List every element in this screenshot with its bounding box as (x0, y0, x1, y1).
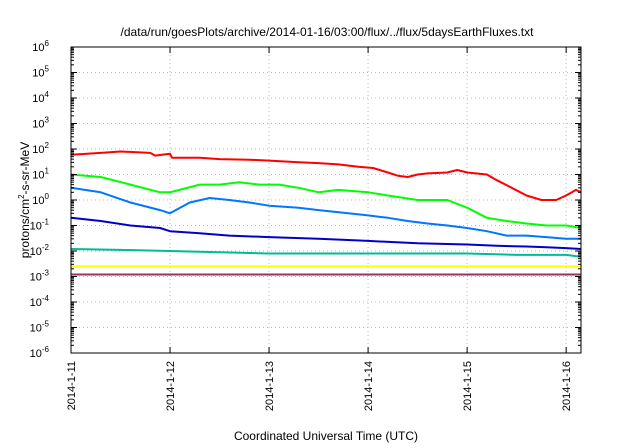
series-line-3 (70, 186, 581, 240)
y-tick-label: 10-2 (30, 243, 50, 258)
y-tick-label: 10-4 (30, 294, 50, 309)
grid (71, 47, 581, 353)
x-tick-label: 2014-1-15 (462, 361, 474, 411)
y-axis: 106 105 104 103 102 101 100 10-1 10-2 10-3 10-4 10-… (30, 39, 581, 360)
y-tick-label: 106 (32, 39, 49, 54)
y-tick-label: 105 (32, 65, 49, 80)
series-group (70, 150, 582, 276)
y-tick-label: 102 (32, 141, 49, 156)
x-tick-label: 2014-1-16 (561, 361, 573, 411)
x-tick-label: 2014-1-11 (66, 361, 78, 410)
y-tick-label: 103 (32, 116, 49, 131)
x-axis: 2014-1-11 2014-1-12 2014-1-13 2014-1-14 2014… (66, 47, 573, 411)
x-tick-label: 2014-1-14 (363, 361, 375, 411)
y-tick-label: 10-5 (30, 320, 50, 335)
chart-title: /data/run/goesPlots/archive/2014-01-16/0… (121, 25, 535, 39)
y-tick-label: 10-3 (30, 269, 50, 284)
x-axis-title: Coordinated Universal Time (UTC) (234, 429, 418, 443)
series-line-1 (70, 150, 582, 201)
y-tick-label: 104 (32, 90, 49, 105)
x-tick-label: 2014-1-13 (264, 361, 276, 411)
series-line-4 (70, 216, 582, 250)
series-line-5 (70, 248, 582, 258)
y-axis-title: protons/cm2-s-sr-MeV (17, 142, 32, 258)
y-tick-label: 100 (32, 192, 49, 207)
y-tick-label: 101 (32, 167, 49, 182)
x-tick-label: 2014-1-12 (165, 361, 177, 411)
y-tick-label: 10-6 (30, 345, 50, 360)
series-line-2 (70, 173, 582, 229)
y-tick-label: 10-1 (30, 218, 50, 233)
